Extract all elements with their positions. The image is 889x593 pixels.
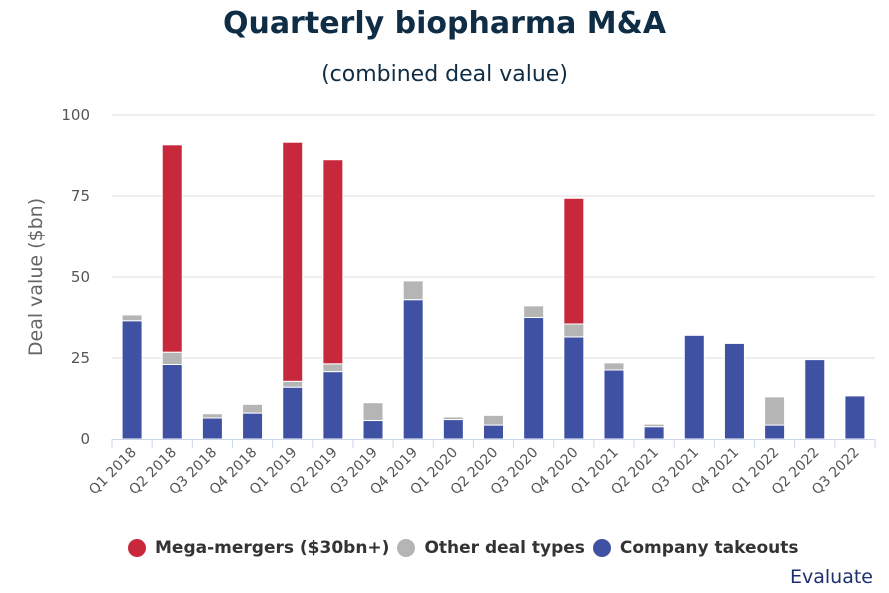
bar-company-takeouts-q3-2021 [683,334,705,440]
y-tick-label: 75 [71,187,90,205]
bar-other-deal-types-q4-2018 [242,403,264,414]
bar-company-takeouts-q4-2019 [402,299,424,440]
bar-other-deal-types-q4-2019 [402,280,424,301]
legend-label-company-takeouts: Company takeouts [619,538,799,558]
bar-mega-mergers-30bn-q1-2019 [282,141,304,382]
legend-label-mega-mergers: Mega-mergers ($30bn+) [155,538,390,558]
legend-swatch-company-takeouts [592,539,611,557]
bar-company-takeouts-q3-2022 [844,395,866,440]
legend-swatch-mega-mergers [128,539,146,557]
bar-company-takeouts-q2-2018 [161,363,183,440]
bar-company-takeouts-q2-2021 [643,426,665,440]
bar-company-takeouts-q1-2019 [282,386,304,440]
bar-other-deal-types-q2-2020 [483,414,504,426]
bar-company-takeouts-q2-2022 [804,359,826,440]
y-tick-label: 100 [61,106,90,124]
bar-company-takeouts-q3-2019 [362,420,384,440]
legend: Mega-mergers ($30bn+) Other deal types C… [128,536,807,560]
bar-company-takeouts-q3-2020 [523,317,545,440]
bar-company-takeouts-q4-2018 [242,412,264,440]
bar-company-takeouts-q1-2022 [764,424,786,440]
chart-title: Quarterly biopharma M&A [222,6,667,41]
y-tick-label: 0 [80,430,90,448]
bar-company-takeouts-q2-2019 [322,371,344,440]
chart-subtitle: (combined deal value) [321,62,568,87]
bar-mega-mergers-30bn-q2-2019 [322,159,344,365]
bar-other-deal-types-q2-2021 [643,423,665,428]
bar-other-deal-types-q3-2018 [201,413,223,419]
bar-company-takeouts-q3-2018 [201,417,223,440]
bar-other-deal-types-q1-2020 [442,416,464,421]
bar-company-takeouts-q2-2020 [483,424,504,440]
brand-logo: Evaluate [790,566,873,588]
bar-other-deal-types-q1-2019 [282,380,304,388]
bar-company-takeouts-q1-2020 [442,419,464,440]
bar-other-deal-types-q1-2018 [121,314,143,322]
bar-company-takeouts-q4-2020 [563,336,585,440]
bar-company-takeouts-q1-2018 [121,320,143,440]
legend-item-company-takeouts[interactable]: Company takeouts [592,538,799,558]
bar-mega-mergers-30bn-q4-2020 [563,197,585,325]
bar-other-deal-types-q2-2019 [322,363,344,373]
legend-label-other-deal-types: Other deal types [424,538,585,558]
legend-item-mega-mergers[interactable]: Mega-mergers ($30bn+) [128,538,389,558]
y-axis-label: Deal value ($bn) [25,198,47,356]
bar-other-deal-types-q3-2019 [362,402,384,422]
bar-other-deal-types-q1-2021 [603,362,625,371]
bar-mega-mergers-30bn-q2-2018 [161,144,183,353]
bar-company-takeouts-q1-2021 [603,369,625,440]
legend-swatch-other-deal-types [397,539,416,557]
bar-other-deal-types-q2-2018 [161,351,183,365]
bar-company-takeouts-q4-2021 [723,342,745,440]
bar-other-deal-types-q3-2020 [523,305,545,318]
bar-other-deal-types-q1-2022 [764,396,786,426]
y-tick-label: 50 [71,268,90,286]
legend-item-other-deal-types[interactable]: Other deal types [397,538,585,558]
bar-other-deal-types-q4-2020 [563,323,585,338]
y-tick-label: 25 [71,349,90,367]
